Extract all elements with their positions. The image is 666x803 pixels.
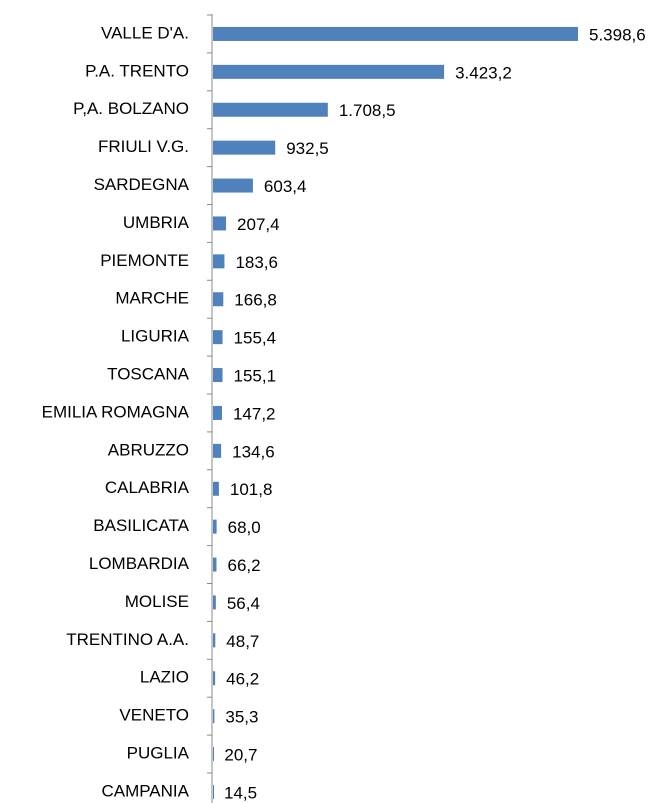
data-label: 166,8 [234, 291, 277, 310]
bar [213, 405, 222, 420]
data-label: 101,8 [230, 480, 273, 499]
bar [213, 671, 216, 686]
y-tick-label: LIGURIA [121, 327, 190, 346]
y-tick-label: CALABRIA [105, 478, 190, 497]
bar [213, 481, 219, 496]
bar [213, 292, 224, 307]
data-label: 56,4 [227, 594, 260, 613]
data-label: 3.423,2 [455, 63, 512, 82]
data-label: 183,6 [235, 253, 278, 272]
data-label: 46,2 [226, 670, 259, 689]
data-label: 147,2 [233, 404, 276, 423]
y-tick-label: VENETO [119, 706, 189, 725]
bar [213, 557, 217, 572]
data-label: 207,4 [237, 215, 280, 234]
data-label: 134,6 [232, 442, 275, 461]
bar [213, 140, 276, 155]
y-tick-label: BASILICATA [93, 516, 189, 535]
bar [213, 709, 215, 724]
bar [213, 102, 328, 117]
bar [213, 633, 216, 648]
data-label: 66,2 [227, 556, 260, 575]
y-tick-label: EMILIA ROMAGNA [42, 402, 190, 421]
y-tick-label: P,A. BOLZANO [73, 99, 189, 118]
y-tick-label: UMBRIA [123, 213, 190, 232]
y-tick-label: TOSCANA [107, 365, 190, 384]
y-tick-label: CAMPANIA [101, 781, 189, 800]
bar [213, 368, 223, 383]
data-label: 20,7 [224, 746, 257, 765]
data-label: 1.708,5 [339, 101, 396, 120]
bar [213, 784, 214, 799]
bar [213, 519, 217, 534]
y-tick-label: ABRUZZO [108, 440, 189, 459]
y-tick-label: TRENTINO A.A. [66, 630, 189, 649]
bar [213, 64, 445, 79]
y-tick-label: FRIULI V.G. [98, 137, 189, 156]
data-label: 35,3 [225, 708, 258, 727]
data-label: 14,5 [224, 783, 257, 802]
bar [213, 330, 223, 345]
data-label: 155,4 [234, 329, 277, 348]
bar [213, 26, 578, 41]
y-tick-label: LAZIO [140, 668, 189, 687]
bar [213, 178, 253, 193]
y-tick-label: P.A. TRENTO [85, 61, 189, 80]
y-tick-label: MARCHE [115, 289, 189, 308]
bar [213, 747, 214, 762]
bar [213, 443, 222, 458]
data-label: 155,1 [234, 367, 277, 386]
bar [213, 254, 225, 269]
y-tick-label: PUGLIA [127, 744, 190, 763]
y-tick-label: PIEMONTE [100, 251, 189, 270]
data-label: 68,0 [228, 518, 261, 537]
data-label: 48,7 [226, 632, 259, 651]
bar [213, 216, 227, 231]
data-label: 5.398,6 [589, 25, 646, 44]
data-label: 932,5 [286, 139, 329, 158]
data-label: 603,4 [264, 177, 307, 196]
y-tick-label: LOMBARDIA [89, 554, 190, 573]
y-tick-label: VALLE D'A. [101, 23, 189, 42]
bar [213, 595, 216, 610]
y-tick-label: SARDEGNA [94, 175, 190, 194]
y-tick-label: MOLISE [125, 592, 189, 611]
